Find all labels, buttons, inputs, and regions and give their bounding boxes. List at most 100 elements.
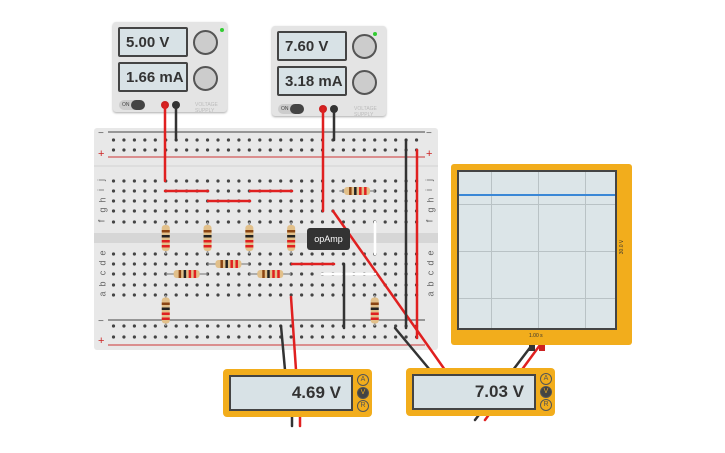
current-knob[interactable] [193,66,218,91]
voltage-display: 5.00 V [118,27,188,57]
rail-hole [122,335,126,339]
hole [195,199,199,203]
hole [185,293,189,297]
hole [174,283,178,287]
hole [352,262,356,266]
rail-hole [185,335,189,339]
hole [258,283,262,287]
hole [352,283,356,287]
mode-ohmmeter-button[interactable]: R [540,399,552,411]
mode-voltmeter-button[interactable]: V [357,387,369,399]
hole [300,189,304,193]
hole [185,262,189,266]
rail-hole [341,138,345,142]
resistor-band [359,187,362,195]
rail-hole [352,335,356,339]
current-knob[interactable] [352,70,377,95]
status-led [373,32,377,36]
rail-hole [341,148,345,152]
hole [383,262,387,266]
rail-hole [195,324,199,328]
power-toggle[interactable]: ON [278,104,304,114]
hole [111,179,116,183]
hole [352,252,356,256]
hole [216,293,220,297]
opamp-chip[interactable]: opAmp [307,228,350,250]
power-supply-2[interactable]: 7.60 V 3.18 mA ON VOLTAGE SUPPLY [272,26,386,118]
resistor [165,270,208,278]
resistor-band [349,187,352,195]
hole [383,252,387,256]
opamp-label: opAmp [314,234,343,244]
hole [300,283,304,287]
power-toggle[interactable]: ON [119,100,145,110]
rail-hole [153,138,157,142]
hole [153,209,157,213]
hole [289,209,293,213]
resistor-band [203,230,212,233]
hole [268,209,272,213]
hole [310,179,314,183]
breadboard[interactable]: − + − + − + [94,128,438,350]
rail-hole [279,148,283,152]
hole [394,220,398,224]
hole [237,179,241,183]
rail-hole [289,148,293,152]
hole [362,283,366,287]
hole [174,209,178,213]
hole [362,179,366,183]
resistor-band [161,307,170,310]
rail-hole [383,335,387,339]
mode-ohmmeter-button[interactable]: R [357,400,369,412]
hole [205,293,210,297]
hole [143,189,147,193]
rail-hole [237,335,241,339]
hole [226,252,231,256]
multimeter-1[interactable]: 4.69 V A V R [223,369,372,417]
hole [132,272,136,276]
hole [310,252,314,256]
resistor-band [183,270,187,278]
scope-probe-black[interactable] [529,345,535,351]
rail-hole [195,335,199,339]
hole [122,179,126,183]
resistor [203,222,212,254]
multimeter-2[interactable]: 7.03 V A V R [406,368,555,416]
hole [331,189,335,193]
hole [111,293,116,297]
hole [300,220,304,224]
hole [122,209,126,213]
power-supply-1[interactable]: 5.00 V 1.66 mA ON VOLTAGE SUPPLY [113,22,227,114]
voltage-knob[interactable] [193,30,218,55]
supply-label: VOLTAGE SUPPLY [354,106,377,118]
hole [132,179,136,183]
mode-ammeter-button[interactable]: A [357,374,369,386]
hole [394,179,398,183]
hole [331,179,335,183]
black-wire [279,324,287,372]
hole [143,262,147,266]
hole [111,252,116,256]
mode-voltmeter-button[interactable]: V [540,386,552,398]
hole [331,293,335,297]
voltage-knob[interactable] [352,34,377,59]
hole [185,252,189,256]
hole [143,179,147,183]
hole [268,283,272,287]
rail-hole [185,148,189,152]
oscilloscope[interactable]: 30.0 V 1.00 s [451,164,632,345]
hole [258,262,262,266]
rail-hole [247,148,251,152]
hole [258,220,262,224]
rail-hole [300,148,304,152]
resistor-band [188,270,192,278]
scope-probe-red[interactable] [539,345,545,351]
hole [216,252,220,256]
minus-label: − [98,128,104,139]
mode-ammeter-button[interactable]: A [540,373,552,385]
hole [174,179,178,183]
rail-hole [258,148,262,152]
hole [373,283,377,287]
hole [195,252,199,256]
hole [153,252,157,256]
